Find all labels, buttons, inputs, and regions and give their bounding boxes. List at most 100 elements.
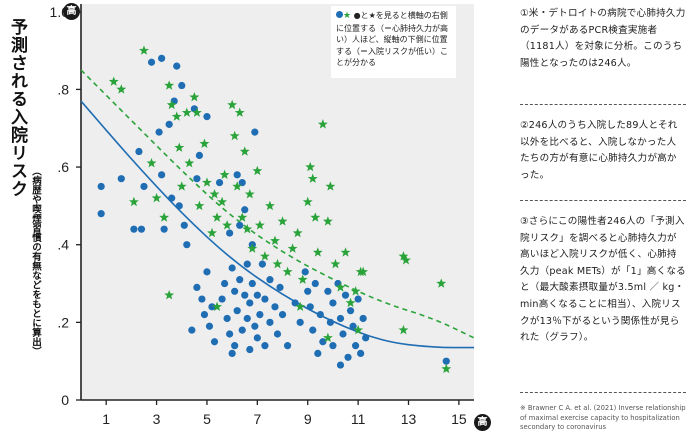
data-point-circle — [243, 314, 251, 323]
data-point-circle — [203, 112, 211, 121]
data-point-star — [295, 301, 306, 312]
data-point-circle — [155, 128, 163, 136]
data-point-star — [398, 251, 409, 261]
data-point-circle — [344, 353, 352, 361]
data-point-star — [212, 212, 222, 222]
data-point-circle — [339, 330, 347, 338]
data-point-circle — [130, 225, 138, 233]
data-point-circle — [220, 279, 229, 288]
data-point-circle — [362, 334, 370, 342]
data-point-star — [272, 258, 283, 269]
data-point-circle — [228, 264, 236, 272]
data-point-circle — [233, 171, 241, 179]
data-point-circle — [198, 295, 206, 303]
data-point-star — [401, 255, 411, 265]
y-axis-note: （病歴や喫煙習慣の有無などをもとに算出） — [30, 166, 41, 356]
data-point-star — [441, 363, 452, 374]
data-point-star — [232, 181, 243, 191]
data-point-star — [171, 111, 182, 121]
data-point-circle — [341, 291, 350, 299]
trend-line-solid — [80, 100, 474, 349]
data-point-circle — [233, 307, 241, 315]
data-point-circle — [208, 303, 216, 311]
data-point-circle — [266, 276, 274, 284]
notes-panel: ①米・デトロイトの病院で心肺持久力のデータがあるPCR検査実施者（1181人）を… — [507, 0, 691, 432]
data-point-star — [270, 235, 280, 246]
data-point-circle — [238, 326, 246, 334]
data-point-circle — [203, 268, 211, 276]
data-point-circle — [241, 291, 249, 299]
data-point-star — [305, 161, 316, 172]
data-point-star — [219, 169, 230, 180]
data-point-circle — [200, 310, 209, 319]
data-point-circle — [243, 260, 251, 268]
data-point-circle — [238, 178, 246, 187]
data-point-star — [229, 130, 240, 141]
data-point-circle — [301, 268, 309, 276]
note-divider — [520, 104, 686, 105]
data-point-star — [222, 220, 233, 230]
data-point-circle — [276, 283, 284, 292]
y-axis-high-badge: 高 — [63, 3, 80, 20]
data-point-circle — [178, 81, 186, 90]
data-point-circle — [226, 229, 234, 237]
data-point-star — [191, 107, 202, 117]
data-point-circle — [147, 58, 156, 66]
data-point-star — [312, 247, 323, 257]
data-point-star — [265, 200, 275, 211]
data-point-circle — [316, 310, 324, 319]
data-point-circle — [357, 349, 365, 358]
data-point-circle — [246, 299, 254, 307]
data-point-circle — [256, 310, 264, 319]
data-point-star — [237, 212, 248, 222]
data-point-circle — [97, 210, 105, 218]
data-point-circle — [283, 342, 292, 350]
data-point-star — [254, 220, 265, 230]
data-point-star — [247, 243, 258, 253]
data-point-star — [176, 181, 187, 191]
data-point-circle — [359, 314, 367, 323]
data-point-circle — [296, 318, 304, 326]
circle-marker-icon — [336, 11, 343, 18]
y-tick-label: .6 — [57, 159, 69, 175]
data-point-star — [239, 146, 250, 156]
note-3: ③さらにこの陽性者246人の「予測入院リスク」を調べると心肺持久力が高いほど入院… — [520, 216, 686, 344]
data-point-star — [355, 266, 366, 277]
y-tick-label: .2 — [57, 314, 69, 330]
data-point-star — [217, 196, 228, 207]
data-point-star — [212, 301, 222, 312]
data-point-circle — [336, 361, 345, 369]
data-point-circle — [248, 279, 256, 288]
data-point-circle — [346, 307, 355, 315]
data-point-star — [166, 99, 177, 110]
data-point-star — [227, 99, 238, 110]
data-point-circle — [173, 62, 181, 70]
data-point-star — [139, 45, 149, 55]
data-point-circle — [241, 206, 249, 214]
data-point-circle — [306, 303, 314, 311]
data-point-star — [209, 189, 220, 199]
data-point-star — [159, 212, 170, 222]
data-point-circle — [228, 349, 236, 358]
data-point-circle — [291, 299, 299, 307]
data-point-circle — [251, 322, 259, 330]
data-point-star — [330, 258, 341, 269]
data-point-circle — [251, 128, 259, 136]
data-point-circle — [215, 178, 224, 187]
data-point-circle — [218, 295, 226, 303]
data-point-circle — [168, 194, 176, 202]
data-point-circle — [354, 295, 362, 303]
data-point-circle — [117, 175, 125, 183]
data-point-star — [259, 251, 270, 261]
legend-note: ★ ●と★を見ると横軸の右側に位置する（＝心肺持久力が高い）人ほど、縦軸の下側に… — [331, 6, 456, 78]
data-point-circle — [319, 338, 327, 346]
legend-note-text: ●と★を見ると横軸の右側に位置する（＝心肺持久力が高い）人ほど、縦軸の下側に位置… — [336, 11, 448, 67]
data-point-circle — [261, 342, 269, 350]
data-point-star — [116, 84, 127, 94]
data-point-circle — [311, 279, 319, 288]
data-point-circle — [193, 283, 201, 292]
data-point-star — [164, 80, 175, 90]
data-point-circle — [266, 318, 274, 326]
trend-line-dashed — [80, 69, 475, 339]
data-point-circle — [442, 357, 450, 365]
